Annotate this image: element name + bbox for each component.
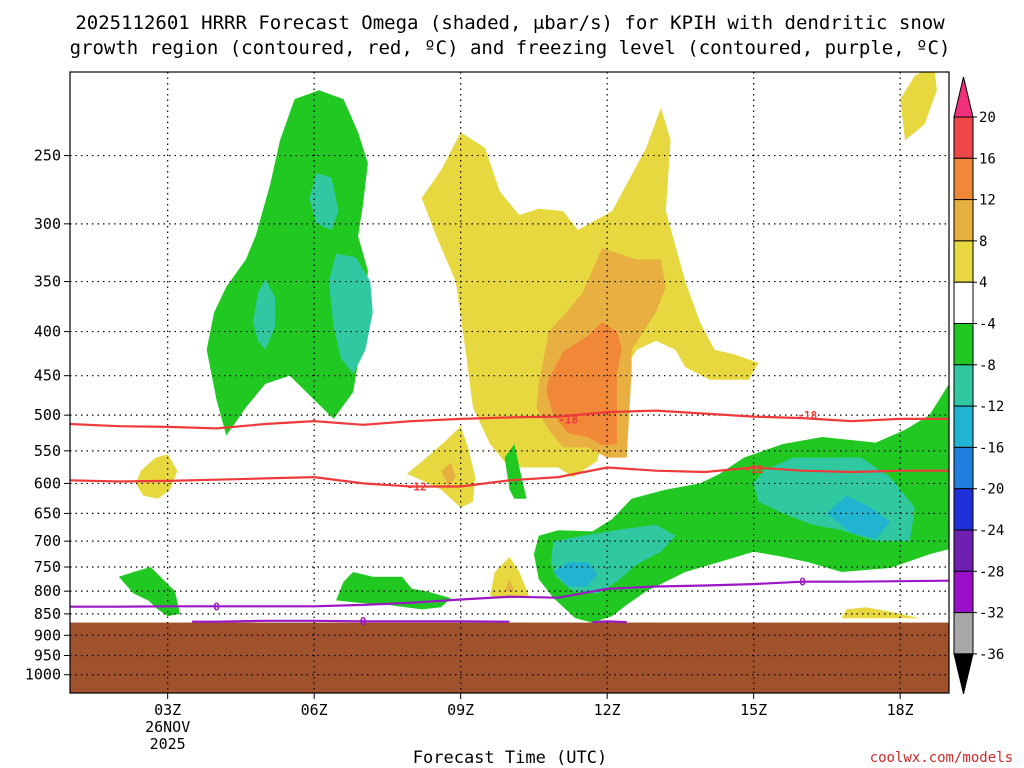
contour-freezing-level-lower bbox=[192, 619, 510, 623]
omega-region-green-bottom-left bbox=[118, 567, 180, 617]
y-tick-label: 550 bbox=[34, 442, 61, 460]
omega-region-yellow-bottom-right bbox=[841, 607, 920, 619]
colorbar-segment bbox=[953, 488, 974, 531]
y-tick-label: 250 bbox=[34, 147, 61, 165]
contour-label-dgz-minus-12: -12 bbox=[744, 463, 764, 476]
contour-dgz-minus-18 bbox=[70, 409, 949, 430]
colorbar-label: -28 bbox=[979, 564, 1004, 580]
colorbar-segment bbox=[953, 364, 974, 407]
plot-area: -18 -18 -12 -12 0 0 0 250 300 350 400 450 500 550 600 6… bbox=[25, 71, 950, 753]
colorbar-segment bbox=[953, 157, 974, 201]
chart-title-line-1: 2025112601 HRRR Forecast Omega (shaded, … bbox=[75, 12, 945, 34]
contour-label-dgz-minus-12: -12 bbox=[407, 481, 427, 494]
contour-dgz-minus-12 bbox=[70, 466, 949, 488]
plot-frame bbox=[69, 71, 950, 694]
y-tick-label: 850 bbox=[34, 605, 61, 623]
colorbar-segment bbox=[953, 446, 974, 490]
omega-region-green-small-center bbox=[504, 444, 527, 499]
y-tick-label: 800 bbox=[34, 582, 61, 600]
colorbar-label: -8 bbox=[979, 358, 996, 374]
y-tick-label: 650 bbox=[34, 504, 61, 522]
x-tick-label: 18Z bbox=[887, 701, 914, 719]
omega-region-gold-small-mid bbox=[441, 462, 456, 487]
colorbar-segment bbox=[953, 612, 974, 655]
contour-label-dgz-minus-18: -18 bbox=[797, 409, 817, 422]
colorbar-label: 20 bbox=[979, 110, 996, 126]
contour-freezing-level-upper bbox=[70, 579, 949, 608]
colorbar: 20 16 12 8 4 -4 -8 -12 -16 -20 -24 -28 -32 -36 bbox=[953, 76, 1004, 695]
omega-region-green-bottom-mid bbox=[336, 572, 451, 610]
colorbar-segment bbox=[953, 323, 974, 366]
x-date-label: 26NOV bbox=[145, 718, 190, 736]
colorbar-label: -12 bbox=[979, 399, 1004, 415]
y-tick-label: 950 bbox=[34, 647, 61, 665]
colorbar-label: 8 bbox=[979, 234, 987, 250]
colorbar-label: -16 bbox=[979, 440, 1004, 456]
colorbar-label: 16 bbox=[979, 151, 996, 167]
colorbar-segment bbox=[953, 405, 974, 448]
y-tick-label: 600 bbox=[34, 474, 61, 492]
omega-region-gold-bottom-mid bbox=[504, 579, 515, 592]
colorbar-label: -36 bbox=[979, 647, 1004, 663]
omega-region-teal-left-3 bbox=[328, 253, 373, 374]
contour-label-dgz-minus-18: -18 bbox=[558, 414, 578, 427]
colorbar-top-triangle bbox=[953, 76, 974, 118]
contour-label-freezing-level-upper: 0 bbox=[799, 576, 806, 589]
colorbar-label: 4 bbox=[979, 275, 987, 291]
x-tick-label: 03Z bbox=[154, 701, 181, 719]
colorbar-label: -24 bbox=[979, 523, 1004, 539]
omega-region-teal-left-1 bbox=[253, 279, 276, 350]
ground-terrain bbox=[70, 622, 949, 693]
grid bbox=[70, 72, 949, 693]
colorbar-segment bbox=[953, 116, 974, 159]
contour-freezing-level-lower-2 bbox=[592, 620, 627, 624]
y-tick-label: 350 bbox=[34, 273, 61, 291]
y-tick-label: 700 bbox=[34, 532, 61, 550]
omega-region-yellow-top-right bbox=[900, 72, 937, 141]
y-tick-label: 900 bbox=[34, 626, 61, 644]
colorbar-label: -4 bbox=[979, 317, 996, 333]
x-tick-label: 15Z bbox=[740, 701, 767, 719]
y-tick-label: 500 bbox=[34, 406, 61, 424]
contour-label-freezing-level-upper: 0 bbox=[213, 600, 220, 613]
contours: -18 -18 -12 -12 0 0 0 bbox=[70, 409, 949, 628]
omega-region-teal-left-2 bbox=[309, 173, 339, 230]
omega-region-yellow-small-left bbox=[135, 454, 178, 499]
colorbar-label: -32 bbox=[979, 606, 1004, 622]
y-tick-label: 1000 bbox=[25, 666, 61, 684]
colorbar-label: 12 bbox=[979, 193, 996, 209]
x-year-label: 2025 bbox=[150, 735, 186, 753]
colorbar-segment bbox=[953, 240, 974, 283]
colorbar-segment bbox=[953, 199, 974, 242]
omega-region-cyan-lower-right bbox=[553, 562, 598, 587]
y-tick-label: 300 bbox=[34, 215, 61, 233]
colorbar-segment bbox=[953, 281, 974, 325]
colorbar-segment bbox=[953, 570, 974, 614]
x-tick-label: 12Z bbox=[594, 701, 621, 719]
y-tick-label: 750 bbox=[34, 558, 61, 576]
contour-label-freezing-level-lower: 0 bbox=[360, 615, 367, 628]
colorbar-label: -20 bbox=[979, 482, 1004, 498]
omega-region-cyan-lower-right-2 bbox=[826, 495, 891, 539]
credit-link[interactable]: coolwx.com/models bbox=[870, 750, 1013, 766]
x-tick-label: 06Z bbox=[301, 701, 328, 719]
x-tick-label: 09Z bbox=[447, 701, 474, 719]
y-tick-label: 400 bbox=[34, 323, 61, 341]
chart-title-line-2: growth region (contoured, red, ºC) and f… bbox=[70, 37, 951, 59]
colorbar-bottom-triangle bbox=[953, 653, 974, 695]
colorbar-segment bbox=[953, 529, 974, 572]
y-tick-label: 450 bbox=[34, 367, 61, 385]
x-axis-label: Forecast Time (UTC) bbox=[413, 748, 607, 768]
